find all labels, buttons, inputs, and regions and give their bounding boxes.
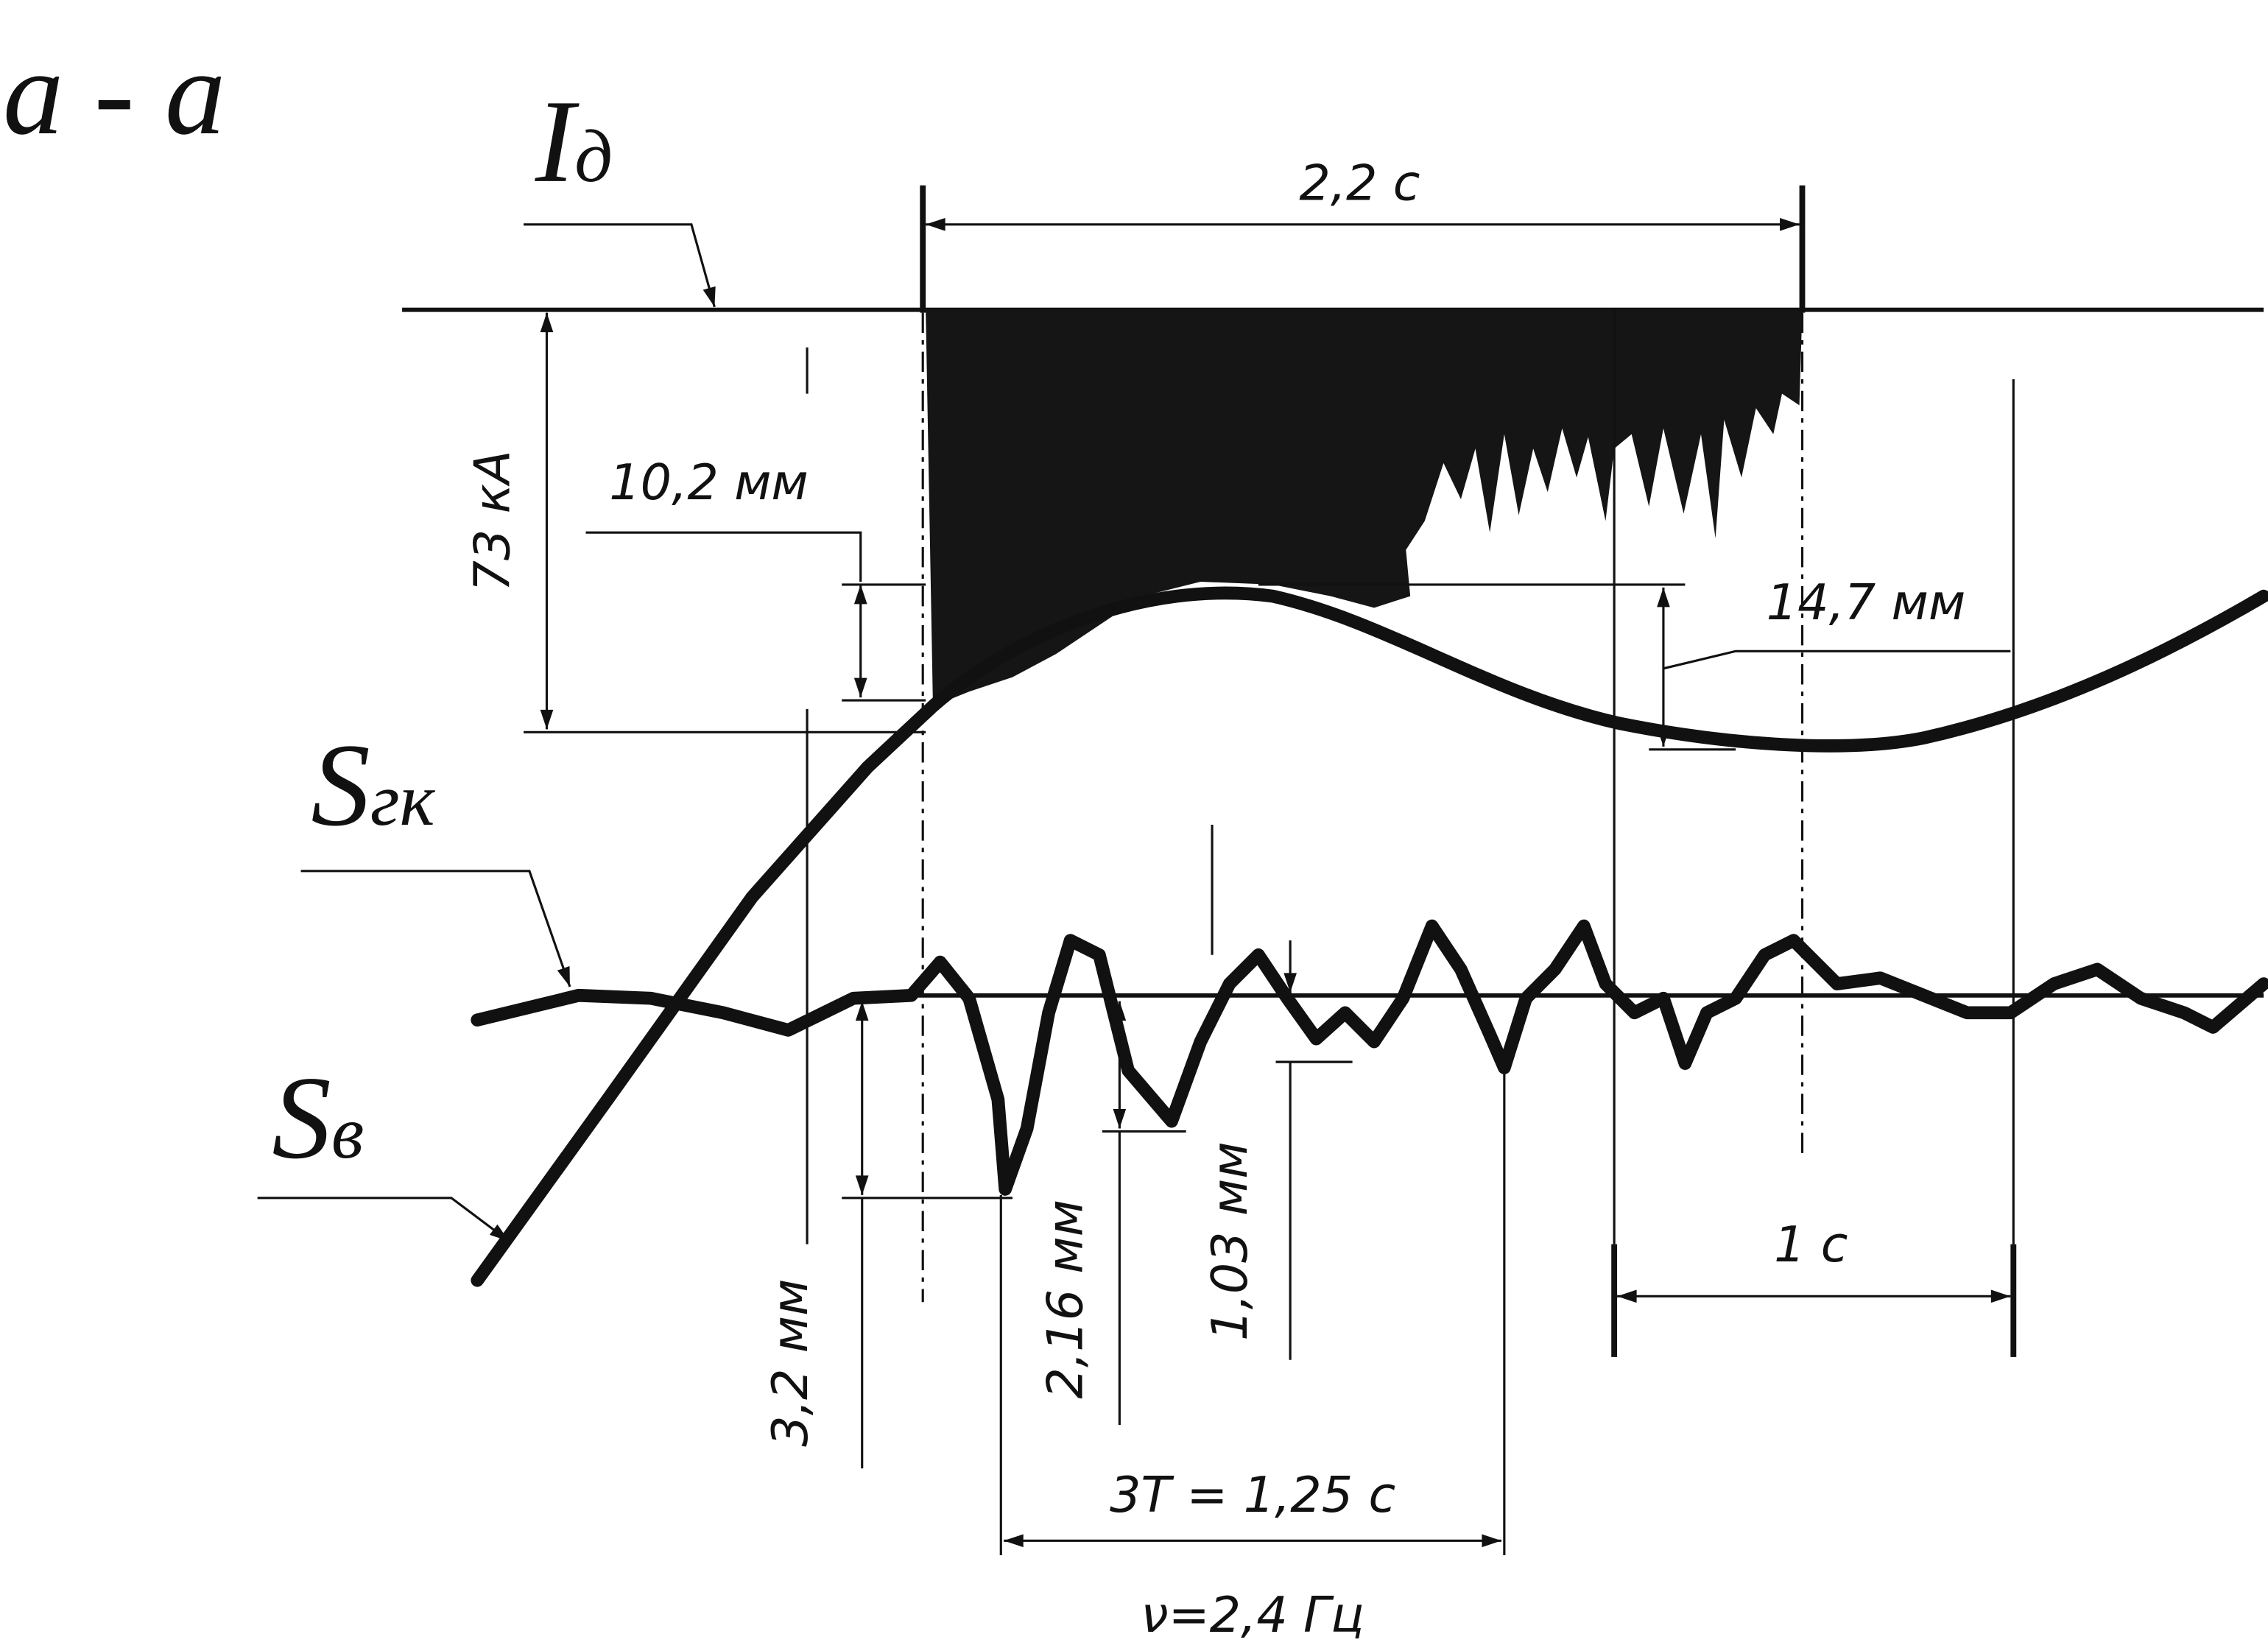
current-symbol: I — [535, 75, 580, 207]
s-v-first-label: 3,2 мм — [761, 1279, 819, 1447]
drop-leader — [1663, 649, 2011, 670]
s-gk-trace — [471, 586, 2268, 1287]
s-v-subscript: в — [331, 1091, 364, 1175]
current-envelope — [926, 309, 1803, 706]
duration-label: 2,2 с — [1299, 154, 1420, 211]
rise-leader — [585, 531, 862, 582]
current-subscript: д — [574, 115, 613, 198]
s-gk-subscript: гк — [370, 758, 436, 842]
amplitude-label: 73 кА — [463, 450, 521, 591]
s-v-label: Sв — [272, 1052, 364, 1183]
s-v-trace — [471, 919, 2268, 1196]
drop-label: 14,7 мм — [1767, 574, 1966, 631]
s-v-third-label: 1,03 мм — [1201, 1141, 1258, 1341]
current-label: Iд — [535, 75, 613, 207]
period-label: 3T = 1,25 с — [1110, 1466, 1395, 1524]
s-gk-leader — [300, 870, 571, 987]
s-gk-symbol: S — [311, 719, 370, 851]
section-label: a - a — [3, 25, 225, 160]
rise-label: 10,2 мм — [609, 454, 809, 511]
frequency-label: ν=2,4 Гц — [1141, 1586, 1364, 1644]
s-gk-label: Sгк — [311, 719, 435, 851]
scale-label: 1 с — [1774, 1216, 1848, 1273]
current-leader — [524, 223, 716, 308]
s-v-second-label: 2,16 мм — [1036, 1200, 1094, 1399]
s-v-leader — [257, 1197, 510, 1242]
s-v-symbol: S — [272, 1052, 331, 1183]
